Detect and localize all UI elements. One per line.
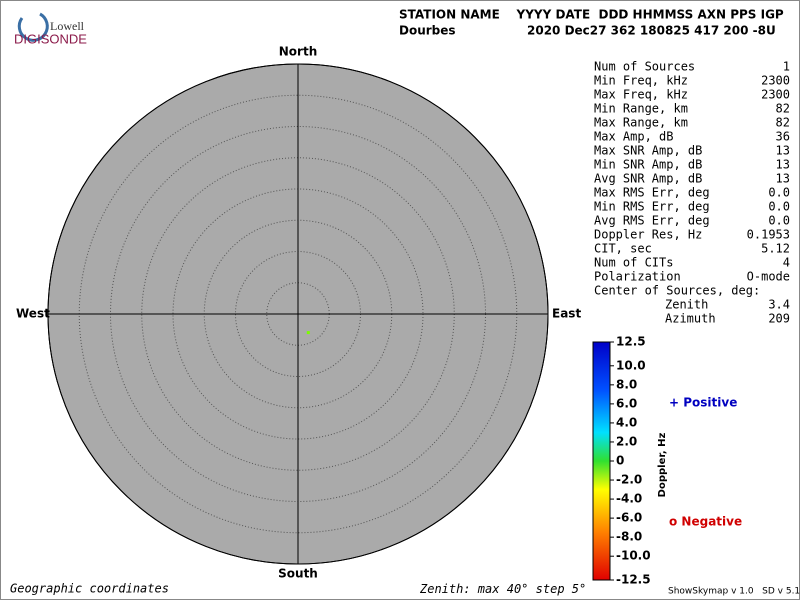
compass-west: West [16,307,50,321]
header-station: Dourbes [399,24,456,38]
colorbar-tick-label: 6.0 [616,396,637,410]
azimuth-label: Azimuth [665,312,716,326]
zenith-label: Zenith [665,298,708,312]
compass-east: East [552,307,581,321]
azimuth-value: 209 [768,312,790,326]
colorbar-tick-label: -6.0 [616,511,642,525]
center-label: Center of Sources, deg: [594,284,760,298]
stat-value: 13 [776,172,790,186]
stat-label: Num of Sources [594,60,695,74]
stat-label: CIT, sec [594,242,652,256]
stat-value: 5.12 [761,242,790,256]
stat-value: 0.0 [768,186,790,200]
colorbar-tick-label: -10.0 [616,549,651,563]
stat-label: Polarization [594,270,681,284]
colorbar-title: Doppler, Hz [657,433,668,498]
stat-value: 0.0 [768,214,790,228]
stat-label: Min Range, km [594,102,688,116]
colorbar-tick-label: 0 [616,454,624,468]
stat-label: Min Freq, kHz [594,74,688,88]
logo-bottom: DIGISONDE [14,31,87,46]
colorbar-tick-label: -2.0 [616,473,642,487]
stat-value: 1 [783,60,790,74]
coordinates-note: Geographic coordinates [10,582,169,596]
stat-value: O-mode [747,270,790,284]
compass-north: North [279,45,317,59]
colorbar-tick-label: 4.0 [616,415,637,429]
colorbar-tick-label: 10.0 [616,358,646,372]
colorbar-tick-label: -12.5 [616,573,651,587]
stat-value: 13 [776,158,790,172]
degree-unit: ° [521,582,528,596]
stat-label: Avg RMS Err, deg [594,214,710,228]
zenith-step: 5 [572,582,579,596]
stat-value: 36 [776,130,790,144]
zenith-footer: Zenith: max 40° step 5° [419,582,593,596]
positive-legend: + Positive [669,396,737,410]
zenith-value: 3.4 [768,298,790,312]
version: ShowSkymap v 1.0 SD v 5.1 [668,587,800,597]
header-values: 2020 Dec27 362 180825 417 200 -8U [527,24,776,38]
logo-swoosh [17,12,49,42]
stat-label: Min RMS Err, deg [594,200,710,214]
stat-label: Min SNR Amp, dB [594,158,702,172]
colorbar-tick-label: 12.5 [616,335,646,349]
stat-label: Max Range, km [594,116,688,130]
header-columns: STATION NAME YYYY DATE DDD HHMMSS AXN PP… [399,8,784,22]
stat-value: 13 [776,144,790,158]
stat-label: Max Amp, dB [594,130,673,144]
stat-value: 4 [783,256,790,270]
negative-legend: o Negative [669,515,742,529]
colorbar [592,341,611,581]
degree-unit: ° [579,582,586,596]
stat-label: Max RMS Err, deg [594,186,710,200]
zenith-max: 40 [507,582,521,596]
stat-label: Num of CITs [594,256,673,270]
zenith-step-label: step [536,582,565,596]
stat-value: 82 [776,116,790,130]
stat-label: Avg SNR Amp, dB [594,172,702,186]
stat-label: Max Freq, kHz [594,88,688,102]
stat-value: 82 [776,102,790,116]
stat-value: 0.0 [768,200,790,214]
stat-value: 2300 [761,74,790,88]
stat-value: 2300 [761,88,790,102]
colorbar-tick-label: -4.0 [616,492,642,506]
zenith-max-label: Zenith: max [419,582,500,596]
stat-label: Doppler Res, Hz [594,228,702,242]
logo-top: Lowell [50,19,85,33]
stat-value: 0.1953 [747,228,790,242]
source-point [306,331,310,335]
stat-label: Max SNR Amp, dB [594,144,702,158]
colorbar-tick-label: 2.0 [616,434,637,448]
colorbar-tick-label: -8.0 [616,530,642,544]
compass-south: South [278,567,318,581]
colorbar-tick-label: 8.0 [616,377,637,391]
